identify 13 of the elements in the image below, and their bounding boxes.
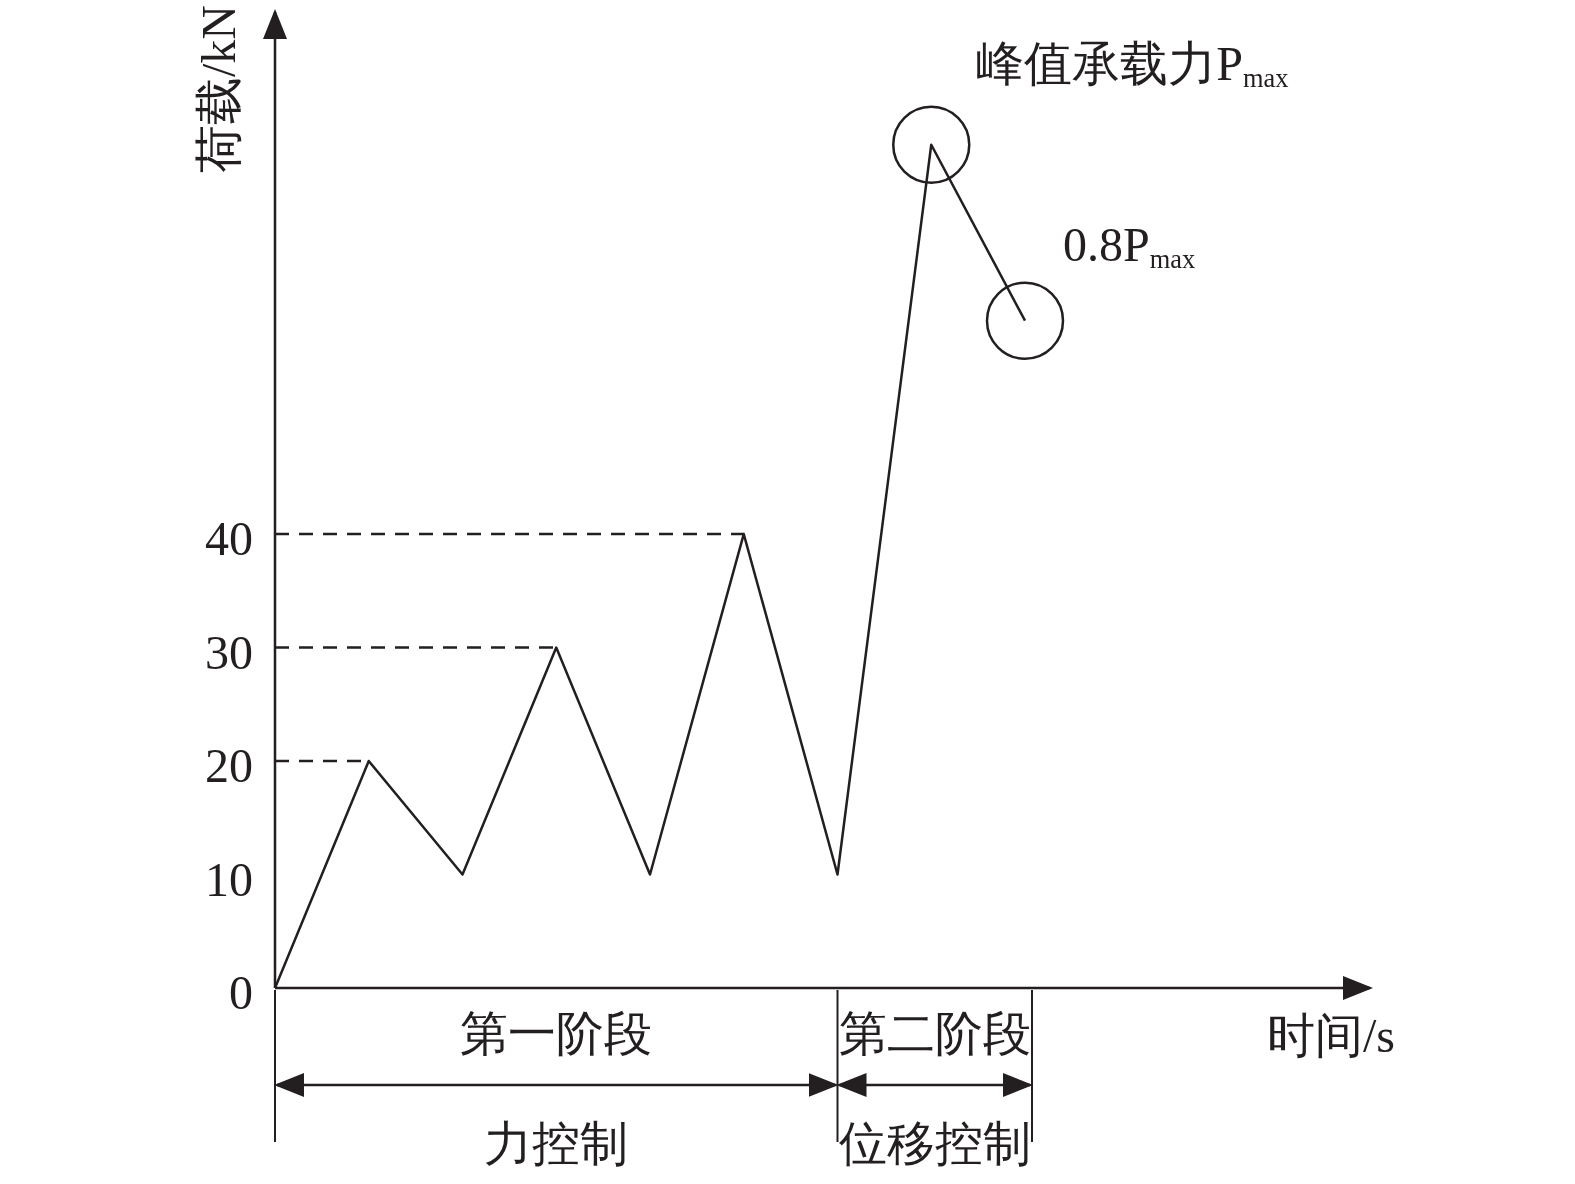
- y-tick-label: 0: [229, 965, 253, 1019]
- annotation: 峰值承载力P$_{max}$: [976, 36, 1289, 93]
- text: 位移控制: [838, 1117, 1031, 1170]
- y-axis-title: 荷载/kN: [192, 5, 245, 173]
- text: 力控制: [484, 1117, 629, 1170]
- text: 第二阶段: [838, 1007, 1031, 1060]
- text: 第一阶段: [460, 1007, 653, 1060]
- y-tick-label: 10: [205, 852, 253, 906]
- annotation: 0.8P$_{max}$: [1063, 217, 1196, 274]
- x-axis-title: 时间/s: [1266, 1009, 1395, 1062]
- y-tick-label: 20: [205, 738, 253, 792]
- y-tick-label: 30: [205, 625, 253, 679]
- y-tick-label: 40: [205, 511, 253, 565]
